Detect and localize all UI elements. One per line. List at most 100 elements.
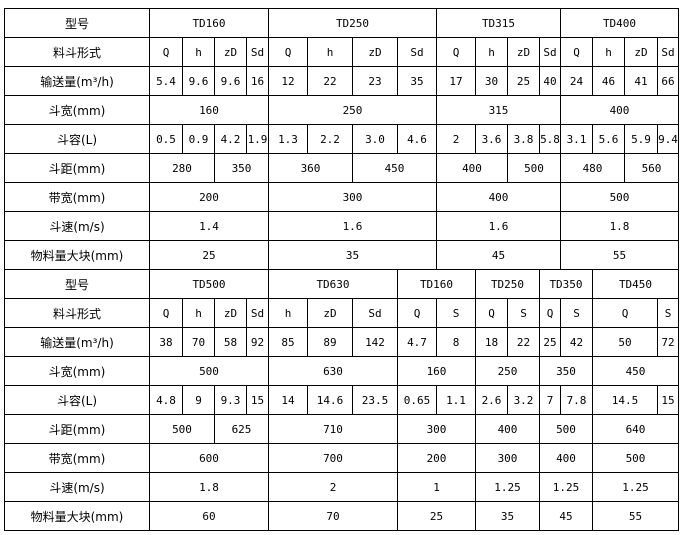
table-cell: 45 <box>436 240 561 270</box>
row-max-lump-size: 物料量大块(mm) 60 70 25 35 45 55 <box>4 501 679 531</box>
table-cell: 0.9 <box>182 124 215 154</box>
table-cell: 22 <box>507 327 540 357</box>
table-cell: 142 <box>352 327 398 357</box>
table-cell: 7.8 <box>560 385 593 415</box>
table-cell: 5.6 <box>592 124 625 154</box>
table-cell: Sd <box>352 298 398 328</box>
table-cell: 500 <box>149 414 215 444</box>
table-cell: 4.7 <box>397 327 437 357</box>
table-cell: 9.3 <box>214 385 247 415</box>
row-label: 型号 <box>4 269 150 299</box>
table-cell: 9.4 <box>657 124 679 154</box>
table-cell: 300 <box>475 443 540 473</box>
table-cell: h <box>268 298 308 328</box>
row-belt-width: 带宽(mm) 600 700 200 300 400 500 <box>4 443 679 473</box>
table-cell: 14 <box>268 385 308 415</box>
table-cell: 9 <box>182 385 215 415</box>
table-cell: 315 <box>436 95 561 125</box>
table-cell: S <box>657 298 679 328</box>
table-cell: 14.6 <box>307 385 353 415</box>
table-cell: 450 <box>592 356 679 386</box>
table-cell: 16 <box>246 66 269 96</box>
table-cell: 500 <box>539 414 593 444</box>
table-cell: 480 <box>560 153 625 183</box>
table-cell: 3.6 <box>475 124 508 154</box>
table-cell: Q <box>268 37 308 67</box>
model-header: TD250 <box>268 8 437 38</box>
row-bucket-speed: 斗速(m/s) 1.8 2 1 1.25 1.25 1.25 <box>4 472 679 502</box>
table-cell: 35 <box>397 66 437 96</box>
row-label: 物料量大块(mm) <box>4 240 150 270</box>
table-cell: 400 <box>436 153 508 183</box>
table-cell: 2 <box>436 124 476 154</box>
table-cell: 89 <box>307 327 353 357</box>
table-cell: zD <box>624 37 658 67</box>
table-cell: 500 <box>560 182 679 212</box>
table-cell: 70 <box>182 327 215 357</box>
row-model: 型号 TD160 TD250 TD315 TD400 <box>4 8 679 38</box>
model-header: TD250 <box>475 269 540 299</box>
table-cell: 55 <box>560 240 679 270</box>
table-cell: 250 <box>475 356 540 386</box>
row-capacity: 输送量(m³/h) 5.4 9.6 9.6 16 12 22 23 35 17 30 25 40 24 46… <box>4 66 679 96</box>
row-label: 料斗形式 <box>4 37 150 67</box>
table-cell: Q <box>149 37 183 67</box>
table-cell: Sd <box>397 37 437 67</box>
row-label: 带宽(mm) <box>4 182 150 212</box>
table-cell: 41 <box>624 66 658 96</box>
model-header: TD160 <box>149 8 269 38</box>
table-cell: 3.1 <box>560 124 593 154</box>
table-cell: 45 <box>539 501 593 531</box>
table-cell: 2 <box>268 472 398 502</box>
model-header: TD350 <box>539 269 593 299</box>
row-label: 斗宽(mm) <box>4 95 150 125</box>
table-cell: 350 <box>539 356 593 386</box>
table-cell: 1.9 <box>246 124 269 154</box>
table-cell: 9.6 <box>214 66 247 96</box>
model-header: TD630 <box>268 269 398 299</box>
table-cell: 4.8 <box>149 385 183 415</box>
row-bucket-volume: 斗容(L) 4.8 9 9.3 15 14 14.6 23.5 0.65 1.1 2.6 3.2 7 7.… <box>4 385 679 415</box>
table-cell: 12 <box>268 66 308 96</box>
table-cell: 1.1 <box>436 385 476 415</box>
table-cell: 630 <box>268 356 398 386</box>
table-cell: 200 <box>149 182 269 212</box>
table-cell: 92 <box>246 327 269 357</box>
table-cell: 400 <box>539 443 593 473</box>
row-max-lump-size: 物料量大块(mm) 25 35 45 55 <box>4 240 679 270</box>
table-cell: 1.6 <box>436 211 561 241</box>
table-cell: 18 <box>475 327 508 357</box>
table-cell: 500 <box>592 443 679 473</box>
row-bucket-speed: 斗速(m/s) 1.4 1.6 1.6 1.8 <box>4 211 679 241</box>
table-cell: 25 <box>539 327 561 357</box>
table-cell: 1.25 <box>539 472 593 502</box>
table-cell: 400 <box>560 95 679 125</box>
table-cell: 710 <box>268 414 398 444</box>
table-cell: 0.65 <box>397 385 437 415</box>
table-cell: 7 <box>539 385 561 415</box>
table-cell: 70 <box>268 501 398 531</box>
table-cell: 9.6 <box>182 66 215 96</box>
table-cell: 1.3 <box>268 124 308 154</box>
row-model: 型号 TD500 TD630 TD160 TD250 TD350 TD450 <box>4 269 679 299</box>
table-cell: h <box>182 298 215 328</box>
table-cell: 560 <box>624 153 679 183</box>
table-cell: zD <box>214 298 247 328</box>
row-belt-width: 带宽(mm) 200 300 400 500 <box>4 182 679 212</box>
row-label: 斗速(m/s) <box>4 211 150 241</box>
table-cell: 72 <box>657 327 679 357</box>
table-cell: 450 <box>352 153 437 183</box>
table-cell: 280 <box>149 153 215 183</box>
table-cell: 350 <box>214 153 269 183</box>
table-cell: 160 <box>149 95 269 125</box>
table-cell: 1.25 <box>475 472 540 502</box>
table-cell: 55 <box>592 501 679 531</box>
table-cell: 35 <box>268 240 437 270</box>
table-cell: 4.6 <box>397 124 437 154</box>
table-cell: 400 <box>436 182 561 212</box>
table-cell: S <box>436 298 476 328</box>
table-cell: 23 <box>352 66 398 96</box>
table-cell: zD <box>507 37 540 67</box>
row-label: 斗宽(mm) <box>4 356 150 386</box>
